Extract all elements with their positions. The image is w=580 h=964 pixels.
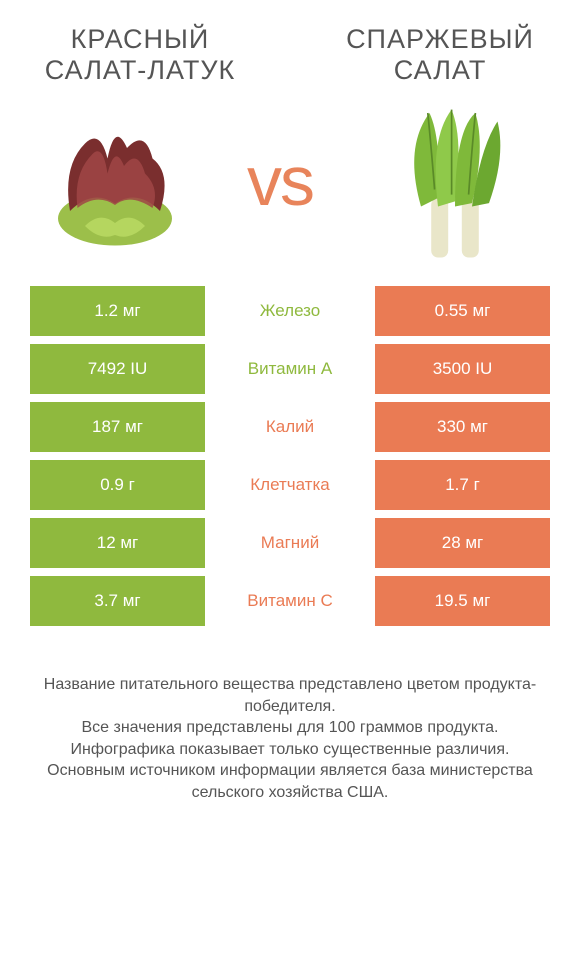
nutrient-label: Витамин A (205, 344, 375, 394)
nutrient-table: 1.2 мгЖелезо0.55 мг 7492 IUВитамин A3500 … (0, 286, 580, 626)
left-value: 7492 IU (30, 344, 205, 394)
right-value: 19.5 мг (375, 576, 550, 626)
right-food-image (370, 96, 540, 266)
nutrient-label: Витамин C (205, 576, 375, 626)
left-value: 187 мг (30, 402, 205, 452)
nutrient-label: Железо (205, 286, 375, 336)
vs-label: vs (247, 141, 313, 221)
nutrient-row: 7492 IUВитамин A3500 IU (30, 344, 550, 394)
images-row: vs (0, 86, 580, 286)
header: КРАСНЫЙ САЛАТ-ЛАТУК СПАРЖЕВЫЙ САЛАТ (0, 0, 580, 86)
nutrient-row: 12 мгМагний28 мг (30, 518, 550, 568)
footer-line: Основным источником информации является … (20, 760, 560, 803)
nutrient-row: 0.9 гКлетчатка1.7 г (30, 460, 550, 510)
right-value: 3500 IU (375, 344, 550, 394)
left-food-image (40, 106, 190, 256)
left-value: 1.2 мг (30, 286, 205, 336)
left-value: 0.9 г (30, 460, 205, 510)
right-value: 330 мг (375, 402, 550, 452)
nutrient-row: 1.2 мгЖелезо0.55 мг (30, 286, 550, 336)
nutrient-label: Калий (205, 402, 375, 452)
nutrient-row: 187 мгКалий330 мг (30, 402, 550, 452)
left-food-title: КРАСНЫЙ САЛАТ-ЛАТУК (30, 24, 250, 86)
footer-line: Инфографика показывает только существенн… (20, 739, 560, 761)
left-value: 3.7 мг (30, 576, 205, 626)
nutrient-label: Магний (205, 518, 375, 568)
right-value: 28 мг (375, 518, 550, 568)
nutrient-label: Клетчатка (205, 460, 375, 510)
footer-notes: Название питательного вещества представл… (0, 634, 580, 804)
right-value: 1.7 г (375, 460, 550, 510)
left-value: 12 мг (30, 518, 205, 568)
right-value: 0.55 мг (375, 286, 550, 336)
right-food-title: СПАРЖЕВЫЙ САЛАТ (330, 24, 550, 86)
nutrient-row: 3.7 мгВитамин C19.5 мг (30, 576, 550, 626)
footer-line: Название питательного вещества представл… (20, 674, 560, 717)
footer-line: Все значения представлены для 100 граммо… (20, 717, 560, 739)
